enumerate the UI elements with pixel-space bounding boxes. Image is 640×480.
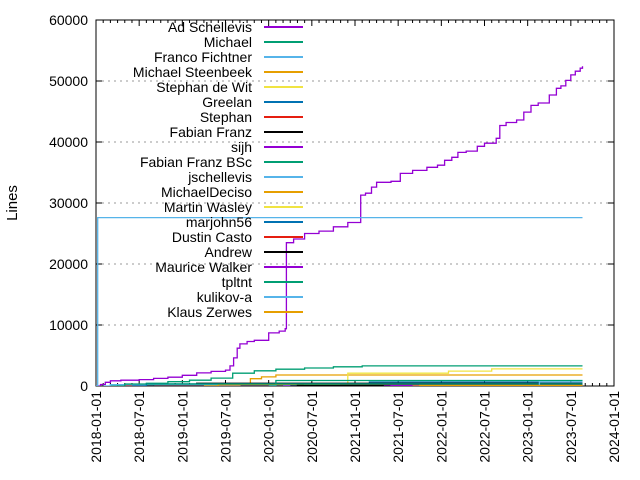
legend-item-stephan-de-wit: Stephan de Wit (156, 79, 303, 95)
y-tick-label: 20000 (49, 256, 88, 272)
legend-item-klaus-zerwes: Klaus Zerwes (167, 304, 303, 320)
x-tick-label: 2019-01-01 (174, 391, 190, 463)
legend-item-dustin-casto: Dustin Casto (172, 229, 303, 245)
legend-label: Fabian Franz BSc (140, 154, 252, 170)
legend-item-marjohn56: marjohn56 (186, 214, 303, 230)
series-line-franco-fichtner (96, 216, 583, 386)
x-tick-label: 2023-07-01 (563, 391, 579, 463)
x-tick-label: 2018-07-01 (131, 391, 147, 463)
x-tick-label: 2018-01-01 (88, 391, 104, 463)
legend-item-fabian-franz-bsc: Fabian Franz BSc (140, 154, 303, 170)
series-line-klaus-zerwes (412, 384, 583, 386)
legend-item-ad-schellevis: Ad Schellevis (168, 19, 303, 35)
series-line-ad-schellevis (96, 66, 584, 386)
series-line-kulikov-a (534, 381, 583, 386)
legend-label: Klaus Zerwes (167, 304, 252, 320)
legend-item-greelan: Greelan (202, 94, 303, 110)
legend-item-jschellevis: jschellevis (187, 169, 303, 185)
series-lines (96, 66, 584, 386)
x-tick-label: 2021-01-01 (347, 391, 363, 463)
legend-label: jschellevis (187, 169, 252, 185)
legend-item-sijh: sijh (231, 139, 303, 155)
x-tick-label: 2022-07-01 (477, 391, 493, 463)
y-tick-label: 40000 (49, 134, 88, 150)
legend-label: Franco Fichtner (154, 49, 252, 65)
y-axis-label: Lines (4, 185, 21, 221)
legend-label: sijh (231, 139, 252, 155)
series-line-tpltnt (117, 383, 583, 386)
legend-item-kulikov-a: kulikov-a (197, 289, 303, 305)
x-tick-label: 2019-07-01 (218, 391, 234, 463)
legend-label: Andrew (205, 244, 253, 260)
legend-item-michael: Michael (204, 34, 303, 50)
x-tick-label: 2024-01-01 (606, 391, 622, 463)
legend-item-maurice-walker: Maurice Walker (155, 259, 303, 275)
y-tick-label: 10000 (49, 317, 88, 333)
legend-label: tpltnt (222, 274, 252, 290)
legend-label: MichaelDeciso (161, 184, 252, 200)
legend-item-franco-fichtner: Franco Fichtner (154, 49, 303, 65)
gridlines (96, 80, 614, 326)
legend-label: marjohn56 (186, 214, 252, 230)
x-tick-label: 2020-01-01 (261, 391, 277, 463)
legend-label: Michael Steenbeek (133, 64, 253, 80)
x-tick-label: 2021-07-01 (390, 391, 406, 463)
legend-label: Stephan de Wit (156, 79, 252, 95)
legend-label: Maurice Walker (155, 259, 252, 275)
x-tick-label: 2020-07-01 (304, 391, 320, 463)
legend-item-michaeldeciso: MichaelDeciso (161, 184, 303, 200)
legend-label: Martin Wasley (164, 199, 252, 215)
legend-label: kulikov-a (197, 289, 252, 305)
legend-item-michael-steenbeek: Michael Steenbeek (133, 64, 303, 80)
x-tick-label: 2022-01-01 (433, 391, 449, 463)
y-tick-label: 30000 (49, 195, 88, 211)
axis-tick-labels: 0 10000 20000 30000 40000 50000 60000 2018-01-0… (49, 12, 622, 463)
x-tick-label: 2023-01-01 (520, 391, 536, 463)
y-tick-label: 60000 (49, 12, 88, 28)
y-tick-label: 0 (80, 378, 88, 394)
legend-item-tpltnt: tpltnt (222, 274, 303, 290)
y-tick-label: 50000 (49, 73, 88, 89)
legend-label: Stephan (200, 109, 252, 125)
legend-item-martin-wasley: Martin Wasley (164, 199, 303, 215)
legend-label: Dustin Casto (172, 229, 252, 245)
legend-label: Greelan (202, 94, 252, 110)
legend-label: Michael (204, 34, 252, 50)
legend-item-andrew: Andrew (205, 244, 303, 260)
legend-label: Ad Schellevis (168, 19, 252, 35)
legend-label: Fabian Franz (170, 124, 252, 140)
legend-item-stephan: Stephan (200, 109, 303, 125)
legend-item-fabian-franz: Fabian Franz (170, 124, 303, 140)
